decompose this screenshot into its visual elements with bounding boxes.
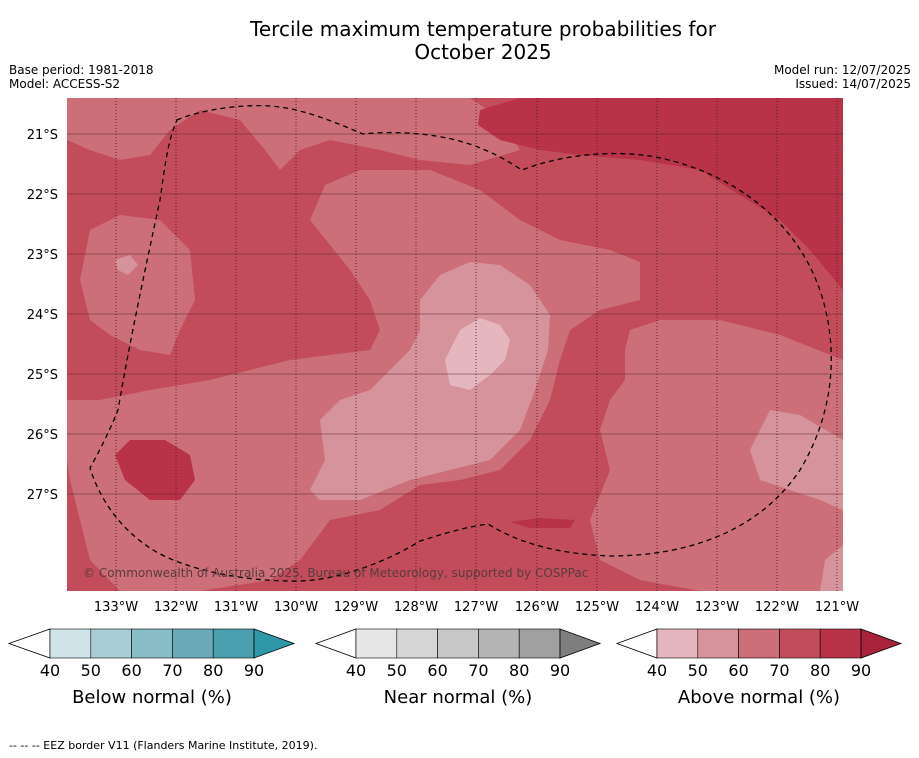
longitude-label: 130°W (274, 600, 318, 615)
colorbar-tick-label: 90 (550, 661, 570, 680)
model-text: Model: ACCESS-S2 (9, 77, 121, 91)
above-normal-80-south-patch (510, 518, 575, 528)
longitude-label: 128°W (394, 600, 438, 615)
colorbar-tick-label: 40 (647, 661, 667, 680)
colorbar-segment (437, 628, 479, 659)
above-normal-50-east-region (750, 410, 843, 510)
eez-border-footnote: -- -- -- EEZ border V11 (Flanders Marine… (9, 739, 318, 752)
longitude-label: 124°W (635, 600, 679, 615)
above-normal-60-west-region (80, 215, 195, 355)
colorbar-segment (355, 628, 398, 659)
colorbar-tick-label: 60 (427, 661, 447, 680)
above-normal-60-east-region (590, 320, 843, 591)
colorbar-2: 40 50 60 70 80 90 Near normal (%) (314, 628, 602, 708)
colorbar-label: Above normal (%) (678, 687, 840, 708)
meta-right: Model run: 12/07/2025 Issued: 14/07/2025 (774, 63, 911, 91)
colorbar-tick-label: 70 (468, 661, 488, 680)
meta-left: Base period: 1981-2018 Model: ACCESS-S2 (9, 63, 154, 91)
colorbar-tick-label: 50 (387, 661, 407, 680)
colorbar-max-extension (253, 628, 296, 659)
colorbar-tick-label: 40 (346, 661, 366, 680)
latitude-label: 23°S (27, 248, 58, 263)
above-normal-50-southeast-patch (820, 545, 843, 591)
colorbar-tick-label: 90 (851, 661, 871, 680)
above-normal-80-southwest-patch (115, 440, 195, 500)
colorbar-tick-label: 60 (121, 661, 141, 680)
colorbar-segment (697, 628, 739, 659)
title-line-1: Tercile maximum temperature probabilitie… (250, 17, 716, 41)
colorbar-tick-label: 70 (769, 661, 789, 680)
colorbar-segment (779, 628, 821, 659)
colorbar-1: 40 50 60 70 80 90 Below normal (%) (7, 628, 296, 708)
colorbar-label: Below normal (%) (72, 687, 232, 708)
latitude-label: 26°S (27, 428, 58, 443)
longitude-labels: 133°W 132°W 131°W 130°W 129°W 128°W 127°W 126°W… (94, 600, 859, 615)
colorbar-legends: 40 50 60 70 80 90 Below normal (%) 40 50 60 70 80 90… (7, 628, 903, 708)
longitude-label: 127°W (454, 600, 498, 615)
longitude-label: 122°W (755, 600, 799, 615)
colorbar-segment (478, 628, 520, 659)
colorbar-min-extension (7, 628, 51, 659)
latitude-label: 27°S (27, 488, 58, 503)
colorbar-segment (819, 628, 862, 659)
colorbar-segment (738, 628, 780, 659)
colorbar-min-extension (314, 628, 357, 659)
colorbar-segment (131, 628, 173, 659)
longitude-label: 123°W (695, 600, 739, 615)
base-period-text: Base period: 1981-2018 (9, 63, 154, 77)
colorbar-segment (172, 628, 214, 659)
colorbar-max-extension (860, 628, 903, 659)
colorbar-segment (518, 628, 561, 659)
longitude-label: 126°W (515, 600, 559, 615)
colorbar-tick-label: 60 (728, 661, 748, 680)
above-normal-80-region (478, 98, 843, 290)
above-normal-50-west-patch (115, 255, 138, 275)
colorbar-max-extension (559, 628, 602, 659)
colorbar-tick-label: 70 (162, 661, 182, 680)
eez-border-line (89, 104, 832, 582)
colorbar-min-extension (615, 628, 658, 659)
colorbar-segment (396, 628, 438, 659)
colorbar-label: Near normal (%) (384, 687, 533, 708)
colorbar-tick-label: 50 (81, 661, 101, 680)
probability-field (67, 98, 843, 591)
colorbar-segment (656, 628, 699, 659)
longitude-label: 129°W (334, 600, 378, 615)
colorbar-tick-label: 80 (203, 661, 223, 680)
model-run-text: Model run: 12/07/2025 (773, 63, 911, 77)
colorbar-3: 40 50 60 70 80 90 Above normal (%) (615, 628, 903, 708)
latitude-label: 21°S (27, 128, 58, 143)
colorbar-segment (90, 628, 132, 659)
longitude-label: 121°W (815, 600, 859, 615)
copyright-text: © Commonwealth of Australia 2025, Bureau… (83, 566, 588, 580)
latitude-label: 24°S (27, 308, 58, 323)
longitude-label: 133°W (94, 600, 138, 615)
colorbar-segment (49, 628, 92, 659)
colorbar-tick-label: 80 (509, 661, 529, 680)
colorbar-tick-label: 90 (244, 661, 264, 680)
latitude-labels: 21°S 22°S 23°S 24°S 25°S 26°S 27°S (27, 128, 58, 503)
colorbar-tick-label: 80 (810, 661, 830, 680)
colorbar-tick-label: 50 (688, 661, 708, 680)
above-normal-40-central-region (445, 318, 510, 390)
map-title: Tercile maximum temperature probabilitie… (0, 18, 919, 64)
longitude-label: 125°W (575, 600, 619, 615)
latitude-label: 25°S (27, 368, 58, 383)
longitude-label: 132°W (154, 600, 198, 615)
longitude-label: 131°W (214, 600, 258, 615)
latitude-label: 22°S (27, 188, 58, 203)
issued-text: Issued: 14/07/2025 (795, 77, 911, 91)
colorbar-tick-label: 40 (40, 661, 60, 680)
colorbar-segment (212, 628, 255, 659)
graticule (67, 98, 843, 591)
title-line-2: October 2025 (414, 40, 552, 64)
